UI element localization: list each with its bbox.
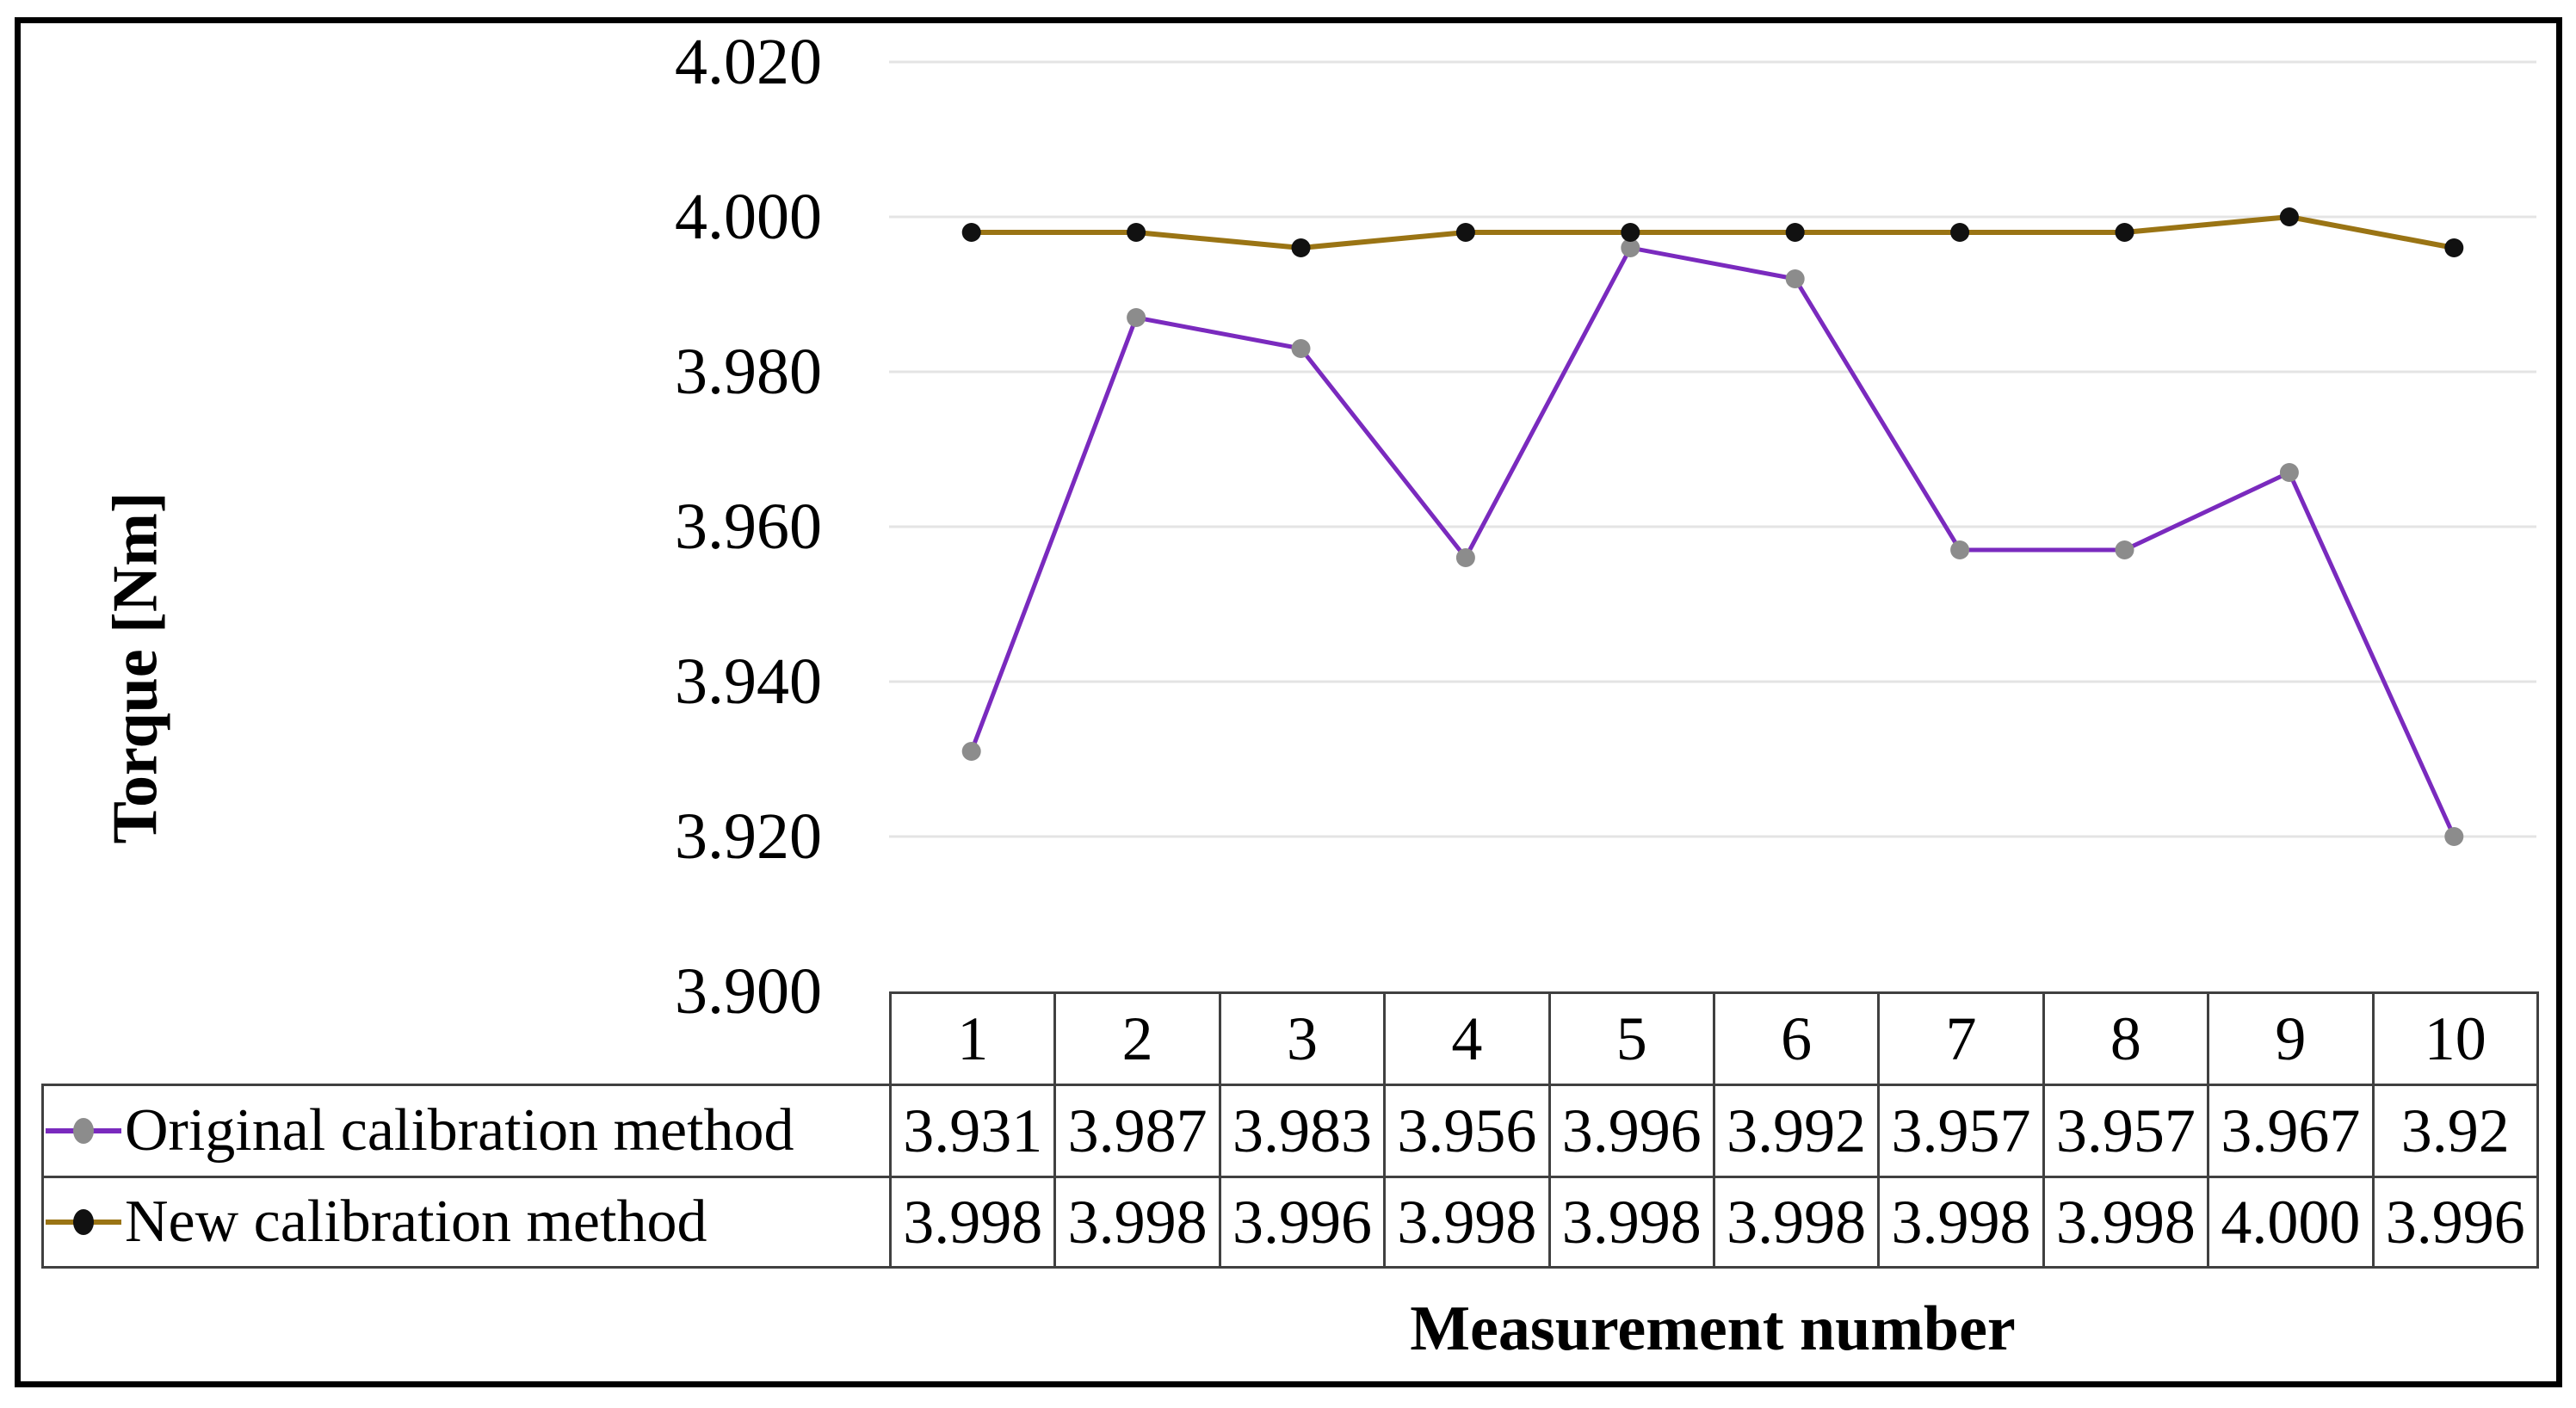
table-header-cell: 8 — [2042, 991, 2210, 1086]
data-point-marker-series-0 — [1127, 308, 1146, 327]
table-value-cell: 3.92 — [2371, 1084, 2539, 1178]
data-point-marker-series-0 — [1621, 238, 1640, 257]
table-value-cell: 3.998 — [1547, 1176, 1715, 1269]
table-value-cell: 3.983 — [1218, 1084, 1387, 1178]
table-value-cell: 3.998 — [888, 1176, 1057, 1269]
table-value-cell: 3.957 — [1877, 1084, 2045, 1178]
table-header-cell: 7 — [1877, 991, 2045, 1086]
legend-key-icon — [46, 1118, 121, 1144]
table-header-cell: 2 — [1053, 991, 1221, 1086]
legend-key-icon — [46, 1209, 121, 1235]
table-header-cell: 9 — [2207, 991, 2375, 1086]
series-line-1 — [968, 214, 2457, 250]
data-point-marker-series-0 — [961, 742, 981, 761]
x-axis-title: Measurement number — [1410, 1294, 2016, 1364]
figure-border — [15, 17, 2562, 1387]
y-tick-label: 3.980 — [675, 336, 822, 408]
legend-cell: Original calibration method — [41, 1084, 892, 1178]
data-point-marker-series-1 — [2279, 207, 2299, 226]
table-value-cell: 3.996 — [1218, 1176, 1387, 1269]
table-header-cell: 5 — [1547, 991, 1715, 1086]
y-tick-label: 3.940 — [675, 645, 822, 718]
data-point-marker-series-0 — [2279, 463, 2299, 482]
table-corner-cell — [43, 993, 891, 1085]
data-point-marker-series-0 — [1291, 339, 1311, 358]
table-value-cell: 3.998 — [1383, 1176, 1551, 1269]
table-header-cell: 1 — [888, 991, 1057, 1086]
table-value-cell: 3.956 — [1383, 1084, 1551, 1178]
y-axis-title: Torque [Nm] — [100, 491, 171, 844]
y-tick-label: 3.900 — [675, 955, 822, 1028]
data-point-marker-series-1 — [1291, 238, 1311, 257]
y-tick-label: 3.960 — [675, 491, 822, 563]
table-row-series-1: New calibration method 3.998 3.998 3.996 3.9… — [41, 1176, 2539, 1269]
data-point-marker-series-1 — [961, 223, 981, 242]
table-value-cell: 3.957 — [2042, 1084, 2210, 1178]
legend-cell: New calibration method — [41, 1176, 892, 1269]
table-value-cell: 3.996 — [2371, 1176, 2539, 1269]
table-value-cell: 3.998 — [2042, 1176, 2210, 1269]
y-tick-label: 3.920 — [675, 800, 822, 873]
data-point-marker-series-1 — [2444, 238, 2464, 257]
table-value-cell: 4.000 — [2207, 1176, 2375, 1269]
table-header-cell: 3 — [1218, 991, 1387, 1086]
data-point-marker-series-0 — [1455, 548, 1475, 567]
table-value-cell: 3.998 — [1053, 1176, 1221, 1269]
data-point-marker-series-1 — [1785, 223, 1805, 242]
table-header-cell: 6 — [1712, 991, 1881, 1086]
y-tick-label: 4.020 — [675, 26, 822, 98]
data-point-marker-series-1 — [1950, 223, 1970, 242]
table-value-cell: 3.996 — [1547, 1084, 1715, 1178]
legend-label: Original calibration method — [125, 1097, 794, 1164]
y-tick-label: 4.000 — [675, 181, 822, 253]
table-header-cell: 4 — [1383, 991, 1551, 1086]
table-header-cell: 10 — [2371, 991, 2539, 1086]
data-point-marker-series-0 — [2115, 540, 2134, 559]
legend-label: New calibration method — [125, 1189, 707, 1255]
data-point-marker-series-0 — [1950, 540, 1970, 559]
series-line-0 — [969, 245, 2456, 839]
table-value-cell: 3.998 — [1877, 1176, 2045, 1269]
data-point-marker-series-1 — [1621, 223, 1640, 242]
data-point-marker-series-1 — [1455, 223, 1475, 242]
table-value-cell: 3.987 — [1053, 1084, 1221, 1178]
table-row-series-0: Original calibration method 3.931 3.987 3.9… — [41, 1084, 2539, 1178]
data-point-marker-series-0 — [1785, 269, 1805, 288]
table-value-cell: 3.931 — [888, 1084, 1057, 1178]
table-value-cell: 3.992 — [1712, 1084, 1881, 1178]
table-header-row: 1 2 3 4 5 6 7 8 9 10 — [43, 991, 2539, 1086]
data-point-marker-series-0 — [2444, 827, 2464, 846]
data-point-marker-series-1 — [2115, 223, 2134, 242]
data-table: 1 2 3 4 5 6 7 8 9 10 Original calibration method 3.… — [41, 991, 2539, 1269]
data-point-marker-series-1 — [1127, 223, 1146, 242]
table-value-cell: 3.998 — [1712, 1176, 1881, 1269]
table-value-cell: 3.967 — [2207, 1084, 2375, 1178]
